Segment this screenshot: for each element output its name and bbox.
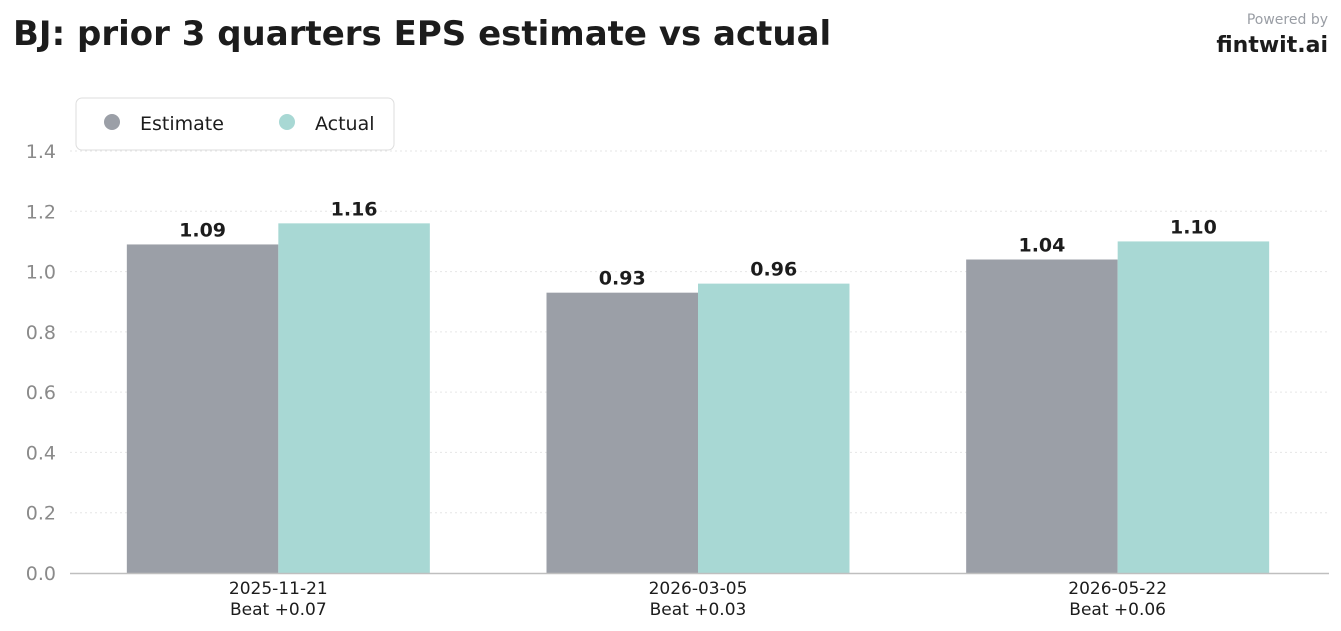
bar-actual-2025-11-21	[278, 223, 430, 574]
y-axis-ticks: 0.0 0.2 0.4 0.6 0.8 1.0 1.2 1.4	[26, 141, 56, 585]
x-tick-label: 2026-03-05	[649, 579, 748, 599]
x-tick-label: 2025-11-21	[229, 579, 328, 599]
y-tick-label: 1.2	[26, 201, 56, 223]
y-tick-label: 0.4	[26, 442, 56, 464]
y-tick-label: 0.0	[26, 563, 56, 585]
bars	[126, 223, 1270, 574]
legend-estimate-marker	[104, 114, 120, 130]
legend-actual-marker	[279, 114, 295, 130]
y-tick-label: 1.0	[26, 262, 56, 284]
legend: Estimate Actual	[75, 97, 395, 151]
y-tick-label: 0.6	[26, 382, 56, 404]
bar-actual-2026-05-22	[1117, 241, 1270, 573]
y-tick-label: 1.4	[26, 141, 56, 163]
bar-value-label: 1.04	[1018, 235, 1065, 257]
bar-value-label: 1.16	[331, 198, 378, 220]
bar-estimate-2026-05-22	[966, 259, 1118, 573]
chart-title: BJ: prior 3 quarters EPS estimate vs act…	[13, 14, 832, 54]
y-tick-label: 0.8	[26, 322, 56, 344]
bar-estimate-2025-11-21	[126, 244, 279, 573]
legend-actual-label: Actual	[315, 113, 375, 135]
x-tick-label: 2026-05-22	[1068, 579, 1167, 599]
bar-value-labels: 1.09 1.16 0.93 0.96 1.04 1.10	[179, 198, 1217, 289]
x-tick-sublabel: Beat +0.07	[230, 600, 327, 620]
x-tick-sublabel: Beat +0.06	[1069, 600, 1166, 620]
legend-box	[75, 97, 395, 151]
bar-value-label: 1.09	[179, 219, 226, 241]
bar-estimate-2026-03-05	[546, 292, 698, 573]
brand-logo-text: fintwit.ai	[1216, 33, 1328, 58]
legend-estimate-label: Estimate	[140, 113, 224, 135]
bar-actual-2026-03-05	[698, 283, 850, 573]
y-tick-label: 0.2	[26, 503, 56, 525]
bar-value-label: 0.96	[750, 259, 797, 281]
x-tick-sublabel: Beat +0.03	[650, 600, 747, 620]
bar-value-label: 1.10	[1170, 216, 1217, 238]
bar-value-label: 0.93	[599, 268, 646, 290]
powered-by-label: Powered by	[1246, 12, 1328, 28]
